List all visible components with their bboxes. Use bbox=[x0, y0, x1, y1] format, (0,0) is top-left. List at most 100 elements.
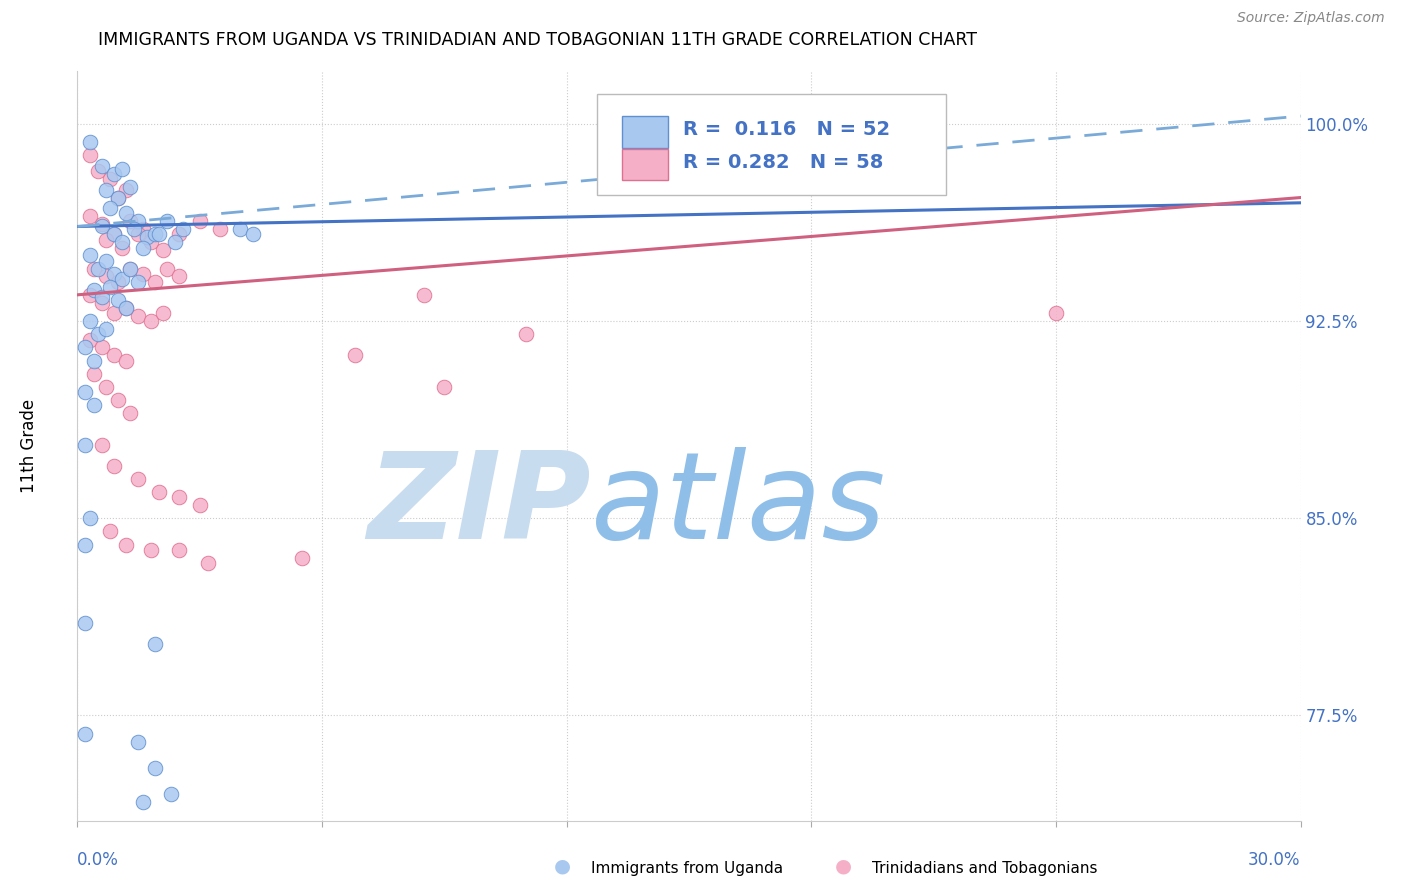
Point bbox=[90, 438, 112, 452]
Point bbox=[127, 309, 149, 323]
Point bbox=[111, 235, 134, 250]
Point bbox=[139, 542, 162, 557]
Point bbox=[94, 233, 117, 247]
Point bbox=[131, 795, 153, 809]
Point bbox=[90, 219, 112, 234]
Point bbox=[79, 209, 101, 223]
Point bbox=[103, 458, 125, 473]
Point bbox=[160, 788, 183, 802]
Point bbox=[107, 275, 129, 289]
Point bbox=[103, 267, 125, 281]
Point bbox=[124, 222, 146, 236]
Point bbox=[94, 380, 117, 394]
Point bbox=[131, 222, 153, 236]
Point bbox=[115, 206, 138, 220]
Point bbox=[79, 248, 101, 262]
Point bbox=[90, 290, 112, 304]
Point bbox=[131, 240, 153, 254]
Point bbox=[103, 306, 125, 320]
Point bbox=[115, 353, 138, 368]
Text: R = 0.282   N = 58: R = 0.282 N = 58 bbox=[683, 153, 883, 172]
Point bbox=[75, 616, 97, 631]
Text: 30.0%: 30.0% bbox=[1249, 851, 1301, 869]
Point bbox=[1045, 306, 1067, 320]
Point bbox=[103, 167, 125, 181]
Point bbox=[229, 222, 252, 236]
Text: Immigrants from Uganda: Immigrants from Uganda bbox=[591, 861, 783, 876]
Point bbox=[115, 301, 138, 315]
Text: ●: ● bbox=[554, 857, 571, 876]
Point bbox=[172, 222, 194, 236]
Point bbox=[98, 201, 121, 215]
Point bbox=[139, 235, 162, 250]
Point bbox=[107, 190, 129, 204]
Text: atlas: atlas bbox=[591, 448, 886, 565]
Point bbox=[107, 392, 129, 407]
Text: IMMIGRANTS FROM UGANDA VS TRINIDADIAN AND TOBAGONIAN 11TH GRADE CORRELATION CHAR: IMMIGRANTS FROM UGANDA VS TRINIDADIAN AN… bbox=[98, 31, 977, 49]
Point bbox=[156, 214, 179, 228]
Point bbox=[75, 538, 97, 552]
Point bbox=[127, 735, 149, 749]
Point bbox=[79, 148, 101, 162]
Point bbox=[94, 269, 117, 284]
Point bbox=[515, 327, 537, 342]
Point bbox=[79, 288, 101, 302]
Point bbox=[87, 164, 110, 178]
Point bbox=[120, 406, 142, 420]
Point bbox=[90, 340, 112, 354]
Point bbox=[103, 348, 125, 362]
Point bbox=[152, 306, 174, 320]
Point bbox=[115, 183, 138, 197]
Point bbox=[103, 227, 125, 242]
Point bbox=[127, 472, 149, 486]
Point bbox=[75, 727, 97, 741]
Point bbox=[79, 333, 101, 347]
Point bbox=[127, 214, 149, 228]
Point bbox=[115, 301, 138, 315]
Point bbox=[111, 272, 134, 286]
Point bbox=[90, 295, 112, 310]
Text: ZIP: ZIP bbox=[367, 448, 591, 565]
Point bbox=[143, 638, 166, 652]
Point bbox=[94, 183, 117, 197]
Point bbox=[90, 217, 112, 231]
Point bbox=[169, 269, 191, 284]
Point bbox=[94, 253, 117, 268]
Point bbox=[127, 275, 149, 289]
Point bbox=[169, 227, 191, 242]
Point bbox=[152, 243, 174, 257]
Point bbox=[98, 524, 121, 539]
Point bbox=[143, 275, 166, 289]
Text: ●: ● bbox=[835, 857, 852, 876]
Y-axis label: 11th Grade: 11th Grade bbox=[20, 399, 38, 493]
Point bbox=[188, 214, 211, 228]
Point bbox=[111, 161, 134, 176]
Point bbox=[75, 340, 97, 354]
Point bbox=[343, 348, 366, 362]
Point bbox=[433, 380, 456, 394]
Point bbox=[107, 190, 129, 204]
Point bbox=[79, 511, 101, 525]
Point bbox=[120, 180, 142, 194]
Point bbox=[120, 261, 142, 276]
Point bbox=[208, 222, 231, 236]
Point bbox=[290, 550, 312, 565]
Point bbox=[127, 227, 149, 242]
Text: R =  0.116   N = 52: R = 0.116 N = 52 bbox=[683, 120, 890, 139]
Point bbox=[120, 214, 142, 228]
Point bbox=[120, 261, 142, 276]
Point bbox=[79, 314, 101, 328]
Point bbox=[94, 322, 117, 336]
Point bbox=[131, 267, 153, 281]
Point bbox=[75, 385, 97, 400]
Point bbox=[143, 227, 166, 242]
Point bbox=[83, 398, 105, 412]
Point bbox=[148, 485, 170, 500]
Point bbox=[83, 353, 105, 368]
Point bbox=[75, 438, 97, 452]
Point bbox=[188, 498, 211, 512]
Point bbox=[83, 261, 105, 276]
Point bbox=[413, 288, 436, 302]
Point bbox=[103, 227, 125, 242]
Text: 0.0%: 0.0% bbox=[77, 851, 120, 869]
